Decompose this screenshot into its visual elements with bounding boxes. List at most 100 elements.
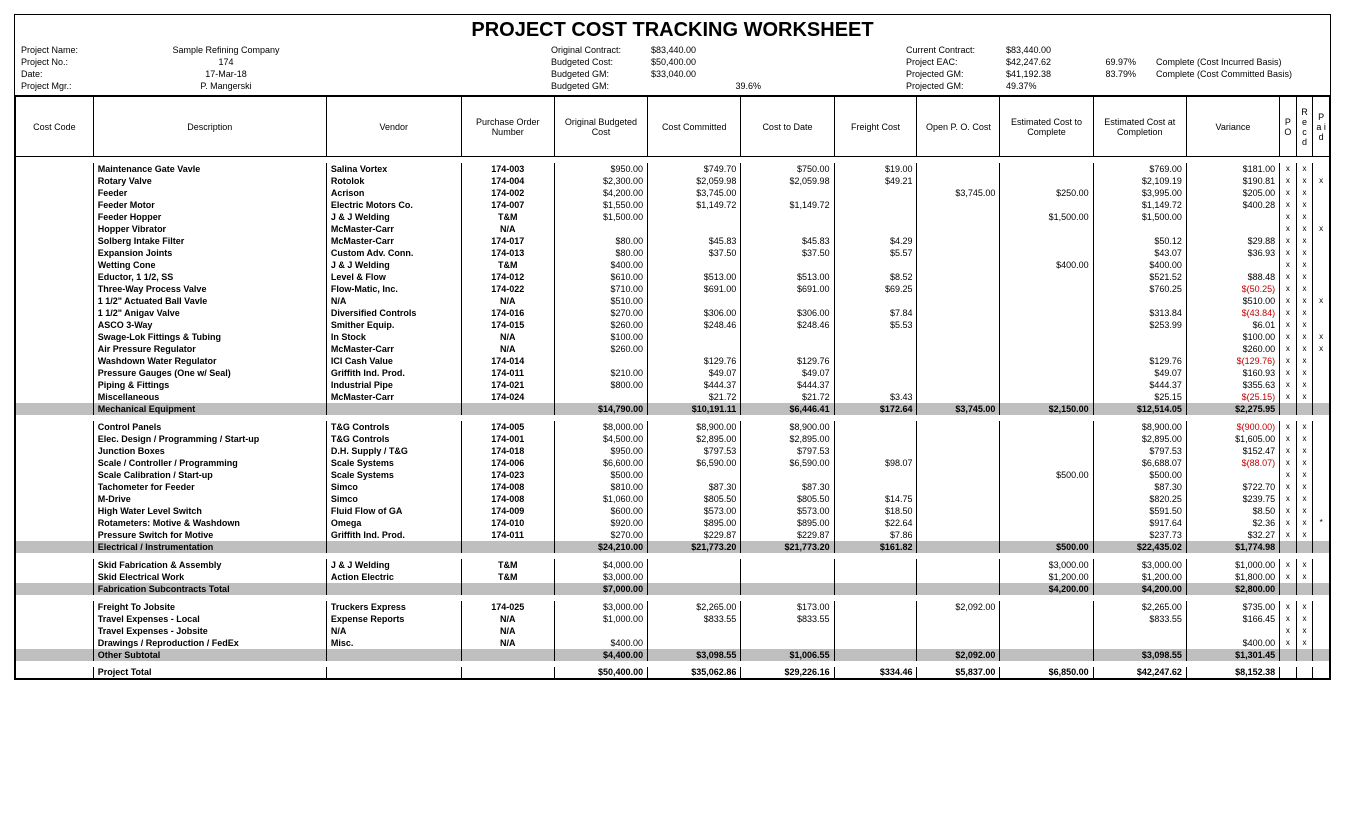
flag-cell: * xyxy=(1313,517,1330,529)
cost-code-cell xyxy=(16,517,94,529)
flag-cell xyxy=(1313,481,1330,493)
cell xyxy=(917,355,1000,367)
cost-code-cell xyxy=(16,529,94,541)
cell: $260.00 xyxy=(554,319,647,331)
flag-cell: x xyxy=(1280,223,1297,235)
description-cell: Wetting Cone xyxy=(93,259,326,271)
cell xyxy=(834,559,917,571)
cell: $2,300.00 xyxy=(554,175,647,187)
cell: $3,000.00 xyxy=(554,571,647,583)
cell xyxy=(1000,649,1093,661)
cost-code-cell xyxy=(16,247,94,259)
po-cell: N/A xyxy=(461,331,554,343)
cell: $6,590.00 xyxy=(741,457,834,469)
po-cell: 174-002 xyxy=(461,187,554,199)
cell: $5.53 xyxy=(834,319,917,331)
cell xyxy=(834,367,917,379)
cell xyxy=(1000,517,1093,529)
flag-cell xyxy=(1313,493,1330,505)
line-item-row: Rotary Valve Rotolok 174-004 $2,300.00$2… xyxy=(16,175,1330,187)
flag-cell: x xyxy=(1280,187,1297,199)
cell xyxy=(834,481,917,493)
info-label: Budgeted GM: xyxy=(551,68,651,80)
cost-code-cell xyxy=(16,259,94,271)
line-item-row: Feeder Acrison 174-002 $4,200.00$3,745.0… xyxy=(16,187,1330,199)
info-value xyxy=(1076,44,1136,56)
po-cell: 174-018 xyxy=(461,445,554,457)
po-cell: T&M xyxy=(461,259,554,271)
line-item-row: Expansion Joints Custom Adv. Conn. 174-0… xyxy=(16,247,1330,259)
po-cell: 174-006 xyxy=(461,457,554,469)
flag-cell xyxy=(1313,613,1330,625)
line-item-row: High Water Level Switch Fluid Flow of GA… xyxy=(16,505,1330,517)
flag-cell: x xyxy=(1280,211,1297,223)
flag-cell: x xyxy=(1296,625,1313,637)
cell: $173.00 xyxy=(741,601,834,613)
subtotal-label: Fabrication Subcontracts Total xyxy=(93,583,326,595)
cell: $3,098.55 xyxy=(1093,649,1186,661)
cost-code-cell xyxy=(16,613,94,625)
cell: $833.55 xyxy=(1093,613,1186,625)
line-item-row: Control Panels T&G Controls 174-005 $8,0… xyxy=(16,421,1330,433)
cell xyxy=(917,163,1000,175)
cell: $710.00 xyxy=(554,283,647,295)
cell xyxy=(917,457,1000,469)
cost-code-cell xyxy=(16,571,94,583)
cell: $49.21 xyxy=(834,175,917,187)
cell xyxy=(917,445,1000,457)
line-item-row: Scale Calibration / Start-up Scale Syste… xyxy=(16,469,1330,481)
flag-cell: x xyxy=(1280,199,1297,211)
vendor-cell: Griffith Ind. Prod. xyxy=(326,367,461,379)
cell xyxy=(917,559,1000,571)
cell: $7,000.00 xyxy=(554,583,647,595)
cell xyxy=(834,211,917,223)
cell: $800.00 xyxy=(554,379,647,391)
cell xyxy=(917,469,1000,481)
flag-cell: x xyxy=(1296,445,1313,457)
cell: $69.25 xyxy=(834,283,917,295)
cell: $820.25 xyxy=(1093,493,1186,505)
vendor-cell: Electric Motors Co. xyxy=(326,199,461,211)
flag-cell: x xyxy=(1296,283,1313,295)
cell xyxy=(1000,343,1093,355)
flag-cell xyxy=(1313,433,1330,445)
cell xyxy=(741,571,834,583)
po-cell: 174-008 xyxy=(461,481,554,493)
po-cell: T&M xyxy=(461,559,554,571)
description-cell: Scale Calibration / Start-up xyxy=(93,469,326,481)
cell: $12,514.05 xyxy=(1093,403,1186,415)
flag-cell: x xyxy=(1296,331,1313,343)
vendor-cell: Expense Reports xyxy=(326,613,461,625)
cost-code-cell xyxy=(16,295,94,307)
cell xyxy=(917,433,1000,445)
cost-table: Cost CodeDescriptionVendorPurchase Order… xyxy=(15,96,1330,679)
vendor-cell: Fluid Flow of GA xyxy=(326,505,461,517)
po-cell: 174-005 xyxy=(461,421,554,433)
cell xyxy=(917,541,1000,553)
flag-cell xyxy=(1313,271,1330,283)
info-value xyxy=(651,80,731,92)
cell: $239.75 xyxy=(1186,493,1279,505)
flag-cell: x xyxy=(1296,187,1313,199)
cell: $400.00 xyxy=(1000,259,1093,271)
vendor-cell: ICI Cash Value xyxy=(326,355,461,367)
cell: $4,000.00 xyxy=(554,559,647,571)
subtotal-row: Electrical / Instrumentation $24,210.00$… xyxy=(16,541,1330,553)
cell: $22,435.02 xyxy=(1093,541,1186,553)
line-item-row: Feeder Hopper J & J Welding T&M $1,500.0… xyxy=(16,211,1330,223)
cell: $37.50 xyxy=(648,247,741,259)
cell xyxy=(1093,343,1186,355)
cell xyxy=(1186,259,1279,271)
cell: $1,000.00 xyxy=(1186,559,1279,571)
info-label: Projected GM: xyxy=(906,80,1006,92)
cell: $895.00 xyxy=(648,517,741,529)
flag-cell: x xyxy=(1280,259,1297,271)
info-value: 17-Mar-18 xyxy=(101,68,351,80)
cell xyxy=(917,493,1000,505)
vendor-cell: Custom Adv. Conn. xyxy=(326,247,461,259)
cell: $3,995.00 xyxy=(1093,187,1186,199)
cell: $2.36 xyxy=(1186,517,1279,529)
cell xyxy=(1000,379,1093,391)
line-item-row: Travel Expenses - Jobsite N/A N/A xx xyxy=(16,625,1330,637)
description-cell: Junction Boxes xyxy=(93,445,326,457)
